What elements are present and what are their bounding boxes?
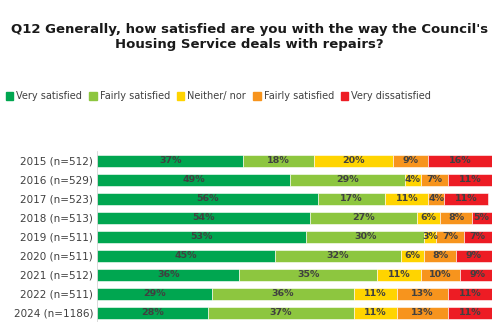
Text: 4%: 4% <box>428 194 444 203</box>
Bar <box>97 155 243 167</box>
Bar <box>353 307 397 319</box>
Text: 56%: 56% <box>197 194 219 203</box>
Text: 11%: 11% <box>364 308 387 317</box>
Bar <box>472 212 492 224</box>
Text: 30%: 30% <box>354 232 377 241</box>
Bar <box>377 269 421 281</box>
Bar <box>436 231 464 243</box>
Bar <box>440 212 472 224</box>
Text: 7%: 7% <box>426 175 442 184</box>
Bar <box>97 231 306 243</box>
Bar <box>397 307 448 319</box>
Text: 35%: 35% <box>297 270 319 279</box>
Text: 9%: 9% <box>403 156 419 165</box>
Text: 36%: 36% <box>157 270 180 279</box>
Bar <box>448 307 492 319</box>
Bar <box>460 269 496 281</box>
Bar <box>393 155 429 167</box>
Text: 9%: 9% <box>466 251 482 260</box>
Bar <box>97 288 212 300</box>
Text: 32%: 32% <box>326 251 349 260</box>
Text: 8%: 8% <box>432 251 448 260</box>
Text: 28%: 28% <box>141 308 164 317</box>
Bar <box>421 269 460 281</box>
Text: 5%: 5% <box>474 214 490 222</box>
Bar <box>417 212 440 224</box>
Text: 29%: 29% <box>336 175 359 184</box>
Bar <box>318 193 385 205</box>
Bar <box>448 288 492 300</box>
Bar <box>405 174 421 186</box>
Text: Q12 Generally, how satisfied are you with the way the Council's
Housing Service : Q12 Generally, how satisfied are you wit… <box>11 23 488 51</box>
Bar <box>397 288 448 300</box>
Text: 4%: 4% <box>405 175 421 184</box>
Bar <box>429 193 444 205</box>
Bar <box>425 250 456 262</box>
Text: 11%: 11% <box>459 308 481 317</box>
Bar <box>456 250 492 262</box>
Bar <box>97 193 318 205</box>
Bar <box>97 307 208 319</box>
Bar <box>97 269 239 281</box>
Text: 29%: 29% <box>143 290 166 298</box>
Text: 6%: 6% <box>405 251 421 260</box>
Text: 17%: 17% <box>340 194 363 203</box>
Text: 20%: 20% <box>342 156 365 165</box>
Bar <box>401 250 425 262</box>
Text: 9%: 9% <box>470 270 486 279</box>
Bar <box>97 212 310 224</box>
Text: 49%: 49% <box>183 175 205 184</box>
Bar <box>444 193 488 205</box>
Text: 45%: 45% <box>175 251 197 260</box>
Bar <box>208 307 353 319</box>
Bar <box>243 155 314 167</box>
Bar <box>239 269 377 281</box>
Bar <box>353 288 397 300</box>
Text: 10%: 10% <box>429 270 452 279</box>
Text: 11%: 11% <box>455 194 477 203</box>
Text: 11%: 11% <box>459 175 481 184</box>
Bar <box>290 174 405 186</box>
Bar <box>306 231 425 243</box>
Text: 11%: 11% <box>395 194 418 203</box>
Text: 53%: 53% <box>191 232 213 241</box>
Text: 11%: 11% <box>459 290 481 298</box>
Text: 7%: 7% <box>442 232 458 241</box>
Bar <box>310 212 417 224</box>
Text: 8%: 8% <box>448 214 464 222</box>
Bar <box>464 231 492 243</box>
Text: 18%: 18% <box>267 156 290 165</box>
Bar <box>385 193 429 205</box>
Text: 3%: 3% <box>423 232 438 241</box>
Text: 13%: 13% <box>411 308 434 317</box>
Bar <box>97 174 290 186</box>
Bar <box>429 155 492 167</box>
Bar <box>314 155 393 167</box>
Legend: Very satisfied, Fairly satisfied, Neither/ nor, Fairly satisfied, Very dissatisf: Very satisfied, Fairly satisfied, Neithe… <box>5 91 431 101</box>
Bar <box>421 174 448 186</box>
Text: 27%: 27% <box>352 214 375 222</box>
Text: 37%: 37% <box>159 156 182 165</box>
Bar <box>212 288 353 300</box>
Text: 13%: 13% <box>411 290 434 298</box>
Text: 16%: 16% <box>449 156 471 165</box>
Text: 36%: 36% <box>271 290 294 298</box>
Text: 11%: 11% <box>388 270 410 279</box>
Bar <box>97 250 275 262</box>
Bar <box>275 250 401 262</box>
Text: 37%: 37% <box>269 308 292 317</box>
Text: 54%: 54% <box>193 214 215 222</box>
Bar <box>425 231 436 243</box>
Text: 7%: 7% <box>470 232 486 241</box>
Text: 11%: 11% <box>364 290 387 298</box>
Bar <box>448 174 492 186</box>
Text: 6%: 6% <box>421 214 437 222</box>
